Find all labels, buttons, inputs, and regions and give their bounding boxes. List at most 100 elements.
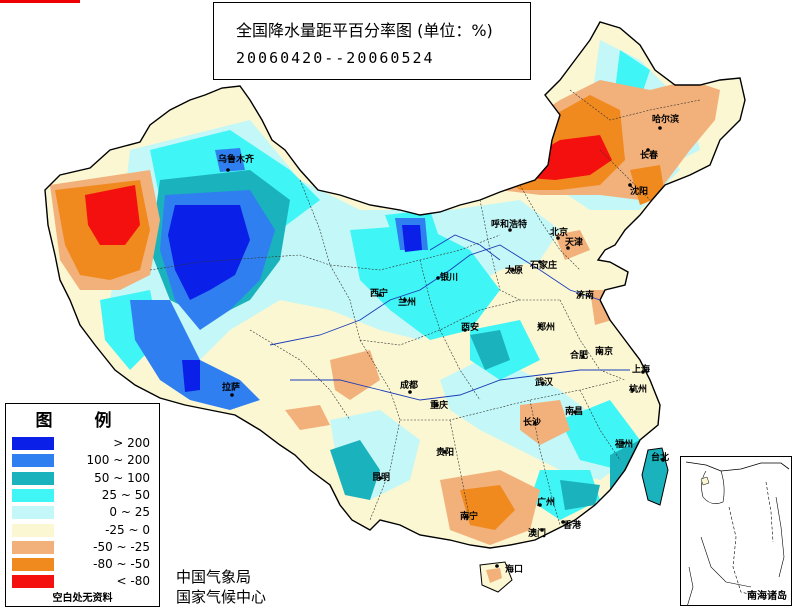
city-label-xian: 西安 [461,321,479,333]
legend-item: -50 ~ -25 [12,540,158,555]
city-label-harbin: 哈尔滨 [652,113,679,125]
city-dot-shijiazhuang [538,260,542,264]
inset-map [685,461,790,605]
legend-label: 50 ~ 100 [94,470,150,485]
legend-label: 25 ~ 50 [101,487,150,502]
legend-swatch [12,488,54,502]
city-label-yinchuan: 银川 [440,271,458,283]
legend-item: 100 ~ 200 [12,453,158,468]
legend-swatch [12,575,54,589]
city-label-changsha: 长沙 [523,416,541,428]
city-dot-nanchang [573,410,577,414]
city-dot-hefei [581,355,585,359]
taiwan-island [641,447,669,506]
city-dot-chongqing [435,403,439,407]
map-title: 全国降水量距平百分率图 (单位：%) [236,21,493,40]
city-label-zhengzhou: 郑州 [537,321,555,333]
city-label-changchun: 长春 [640,149,659,161]
city-label-xining: 西宁 [370,287,388,299]
city-label-haikou: 海口 [505,563,523,575]
legend-label: -25 ~ 0 [105,522,150,537]
city-label-tianjin: 天津 [565,236,583,248]
city-dot-changchun [646,148,650,152]
city-dot-guangzhou [538,503,542,507]
city-dot-tianjin [566,246,570,250]
city-dot-beijing [556,236,560,240]
city-label-wuhan: 武汉 [535,376,554,388]
city-dot-nanning [465,515,469,519]
rivers [269,234,630,401]
legend-label: -50 ~ -25 [93,539,150,554]
city-label-taipei: 台北 [651,451,669,463]
legend-swatch [12,454,54,468]
city-label-chongqing: 重庆 [430,399,448,411]
legend-label: 0 ~ 25 [109,505,150,520]
legend-label: > 200 [113,436,150,450]
city-label-hangzhou: 杭州 [629,383,647,395]
legend-item: 50 ~ 100 [12,471,158,486]
city-label-shanghai: 上海 [632,363,650,375]
city-dot-nanjing [598,350,602,354]
city-dot-wuhan [541,381,545,385]
legend-swatch [12,471,54,485]
city-dot-fuzhou [621,441,625,445]
city-label-urumqi: 乌鲁木齐 [218,153,255,165]
city-dot-zhengzhou [538,324,542,328]
city-dot-xian [463,328,467,332]
precipitation-fill-layer [50,40,720,545]
city-label-jinan: 济南 [576,289,594,301]
legend-item: -25 ~ 0 [12,523,158,538]
legend-item: > 200 [12,436,158,451]
city-dot-guiyang [443,450,447,454]
city-dot-haikou [495,564,499,568]
legend-swatch [12,437,54,450]
city-dot-shenyang [628,183,632,187]
city-label-kunming: 昆明 [372,472,390,483]
city-label-chengdu: 成都 [400,379,418,391]
south-china-sea-inset: 南海诸岛 [680,456,792,606]
city-label-macau: 澳门 [528,527,546,539]
city-dot-jinan [578,293,582,297]
city-dot-harbin [658,126,662,130]
city-label-taiyuan: 太原 [504,264,523,276]
city-label-guiyang: 贵阳 [436,446,454,458]
map-title-box: 全国降水量距平百分率图 (单位：%) 20060420--20060524 [213,2,531,80]
city-label-guangzhou: 广州 [537,496,555,508]
hainan-fill [486,568,502,583]
legend-swatch [12,523,54,537]
legend-title: 图 例 [35,411,130,431]
city-dot-urumqi [226,168,230,172]
legend-item: 0 ~ 25 [12,505,158,520]
legend-swatch [12,540,54,554]
city-dot-lhasa [230,393,234,397]
org-line-1: 中国气象局 [176,568,252,586]
legend-note: 空白处无资料 [52,593,113,604]
city-label-beijing: 北京 [550,226,568,238]
city-dot-kunming [378,476,382,480]
city-label-shenyang: 沈阳 [630,185,648,197]
city-label-nanchang: 南昌 [565,405,583,417]
city-label-lhasa: 拉萨 [222,381,240,393]
city-dot-changsha [533,421,537,425]
city-dot-hongkong [561,520,565,524]
china-border [44,21,746,549]
city-label-nanning: 南宁 [460,510,478,522]
top-edge-mark [0,0,80,3]
province-boundaries [149,89,701,526]
city-label-lanzhou: 兰州 [398,296,416,308]
legend-label: -80 ~ -50 [93,557,150,572]
city-dot-shanghai [641,370,645,374]
city-dot-xining [378,293,382,297]
legend-label: < -80 [116,574,150,589]
city-label-hohhot: 呼和浩特 [491,218,527,230]
legend-swatch [12,506,54,520]
city-label-shijiazhuang: 石家庄 [529,259,557,271]
legend-item: 25 ~ 50 [12,488,158,503]
legend: 图 例 > 200 100 ~ 200 50 ~ 100 25 ~ 50 0 ~ 25 -… [5,403,160,607]
legend-label: 100 ~ 200 [86,453,151,468]
city-dot-hangzhou [631,388,635,392]
org-line-2: 国家气候中心 [176,588,267,606]
legend-item: < -80 [12,574,158,589]
city-dot-hohhot [508,228,512,232]
city-label-hefei: 合肥 [570,349,588,361]
